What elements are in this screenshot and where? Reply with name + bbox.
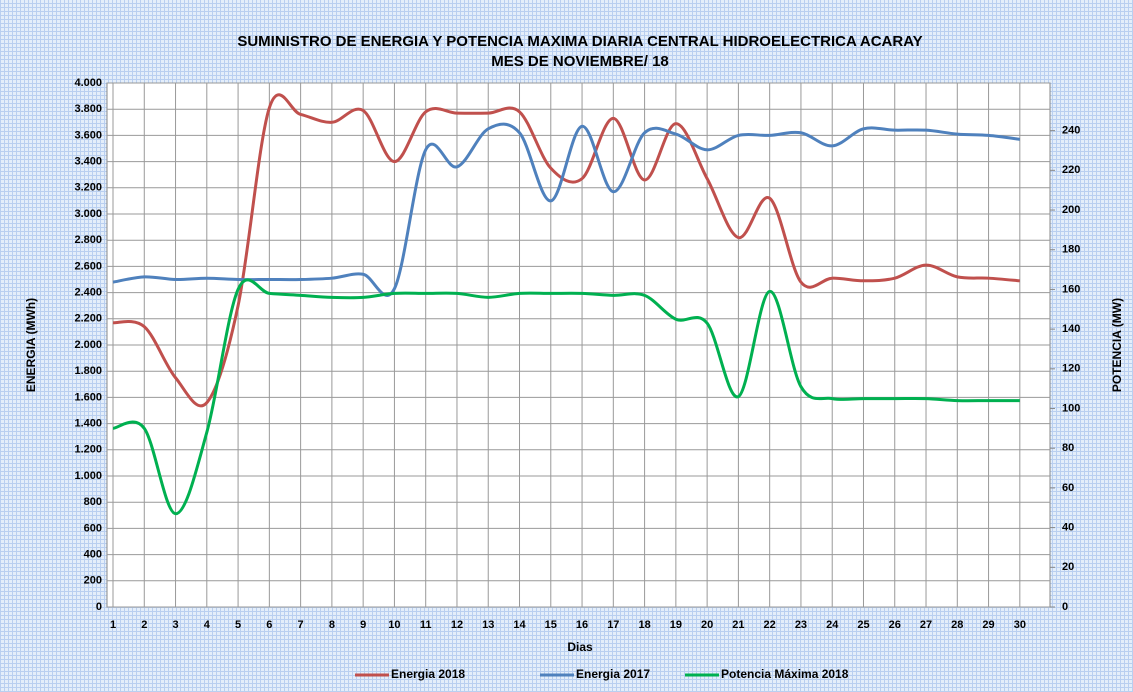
x-tick-label: 29 xyxy=(982,619,994,631)
legend-label: Potencia Máxima 2018 xyxy=(721,667,849,681)
y2-tick-label: 200 xyxy=(1062,204,1080,216)
x-tick-label: 30 xyxy=(1014,619,1026,631)
y-tick-label: 600 xyxy=(84,522,102,534)
chart-title: SUMINISTRO DE ENERGIA Y POTENCIA MAXIMA … xyxy=(237,33,922,50)
y-tick-label: 3.600 xyxy=(74,129,102,141)
x-tick-label: 3 xyxy=(172,619,178,631)
x-tick-label: 2 xyxy=(141,619,147,631)
y-tick-label: 3.400 xyxy=(74,156,102,168)
y-tick-label: 2.400 xyxy=(74,287,102,299)
series-line xyxy=(112,122,1021,297)
y2-axis-label: POTENCIA (MW) xyxy=(1110,298,1124,392)
y-tick-label: 1.200 xyxy=(74,444,102,456)
y2-tick-label: 160 xyxy=(1062,283,1080,295)
x-axis-label: Dias xyxy=(567,640,593,654)
y-tick-label: 3.800 xyxy=(74,103,102,115)
y2-tick-label: 20 xyxy=(1062,561,1074,573)
y-tick-label: 800 xyxy=(84,496,102,508)
y-tick-label: 2.600 xyxy=(74,260,102,272)
x-tick-label: 1 xyxy=(110,619,116,631)
y-axis-label: ENERGIA (MWh) xyxy=(24,298,38,392)
y-tick-label: 2.200 xyxy=(74,313,102,325)
series-line xyxy=(112,93,1020,408)
x-tick-label: 23 xyxy=(795,619,807,631)
x-tick-label: 17 xyxy=(607,619,619,631)
y-tick-label: 1.600 xyxy=(74,391,102,403)
x-tick-label: 21 xyxy=(732,619,744,631)
y-tick-label: 200 xyxy=(84,575,102,587)
y2-tick-label: 60 xyxy=(1062,482,1074,494)
x-tick-label: 9 xyxy=(360,619,366,631)
legend-label: Energia 2018 xyxy=(391,667,465,681)
x-tick-label: 12 xyxy=(451,619,463,631)
y-tick-label: 0 xyxy=(96,601,102,613)
legend-label: Energia 2017 xyxy=(576,667,650,681)
y-tick-label: 1.800 xyxy=(74,365,102,377)
x-tick-label: 28 xyxy=(951,619,963,631)
y2-tick-label: 100 xyxy=(1062,402,1080,414)
x-tick-label: 14 xyxy=(513,619,526,631)
x-tick-label: 5 xyxy=(235,619,241,631)
y-tick-label: 2.800 xyxy=(74,234,102,246)
x-tick-label: 4 xyxy=(204,619,211,631)
y2-tick-label: 0 xyxy=(1062,601,1068,613)
y2-tick-label: 240 xyxy=(1062,125,1080,137)
y-tick-label: 4.000 xyxy=(74,77,102,89)
y-tick-label: 1.000 xyxy=(74,470,102,482)
y2-tick-label: 180 xyxy=(1062,244,1080,256)
x-tick-label: 15 xyxy=(545,619,557,631)
x-tick-label: 16 xyxy=(576,619,588,631)
y2-tick-label: 120 xyxy=(1062,363,1080,375)
x-tick-label: 25 xyxy=(857,619,869,631)
y2-tick-label: 220 xyxy=(1062,164,1080,176)
y-tick-label: 400 xyxy=(84,549,102,561)
x-tick-label: 26 xyxy=(889,619,901,631)
x-tick-label: 24 xyxy=(826,619,839,631)
y-tick-label: 3.200 xyxy=(74,182,102,194)
y-tick-label: 2.000 xyxy=(74,339,102,351)
x-tick-label: 7 xyxy=(298,619,304,631)
chart-subtitle: MES DE NOVIEMBRE/ 18 xyxy=(491,53,669,70)
x-tick-label: 27 xyxy=(920,619,932,631)
x-tick-label: 11 xyxy=(420,619,432,631)
x-tick-label: 22 xyxy=(764,619,776,631)
x-tick-label: 10 xyxy=(388,619,400,631)
y2-tick-label: 40 xyxy=(1062,522,1074,534)
x-tick-label: 20 xyxy=(701,619,713,631)
y-tick-label: 1.400 xyxy=(74,418,102,430)
y2-tick-label: 80 xyxy=(1062,442,1074,454)
x-tick-label: 6 xyxy=(266,619,272,631)
x-tick-label: 18 xyxy=(638,619,650,631)
x-tick-label: 8 xyxy=(329,619,335,631)
x-tick-label: 19 xyxy=(670,619,682,631)
x-tick-label: 13 xyxy=(482,619,494,631)
y-tick-label: 3.000 xyxy=(74,208,102,220)
series-line xyxy=(112,278,1020,516)
y2-tick-label: 140 xyxy=(1062,323,1080,335)
